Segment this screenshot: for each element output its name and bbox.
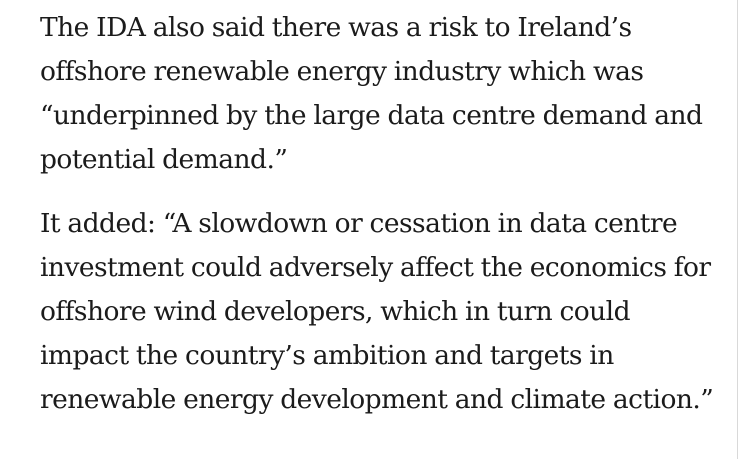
paragraph-line: The IDA also said there was a risk to Ir…	[40, 12, 632, 43]
paragraph-line: renewable energy development and climate…	[40, 384, 714, 415]
paragraph-line: “underpinned by the large data centre de…	[40, 100, 703, 131]
content-edge-divider	[737, 0, 738, 459]
paragraph-line: offshore renewable energy industry which…	[40, 56, 644, 87]
paragraph-line: impact the country’s ambition and target…	[40, 340, 614, 371]
paragraph-quote: It added: “A slowdown or cessation in da…	[40, 202, 730, 422]
paragraph-line: potential demand.”	[40, 144, 288, 175]
paragraph-ida-risk: The IDA also said there was a risk to Ir…	[40, 0, 730, 182]
paragraph-line: investment could adversely affect the ec…	[40, 252, 711, 283]
paragraph-line: offshore wind developers, which in turn …	[40, 296, 631, 327]
paragraph-line: It added: “A slowdown or cessation in da…	[40, 208, 678, 239]
